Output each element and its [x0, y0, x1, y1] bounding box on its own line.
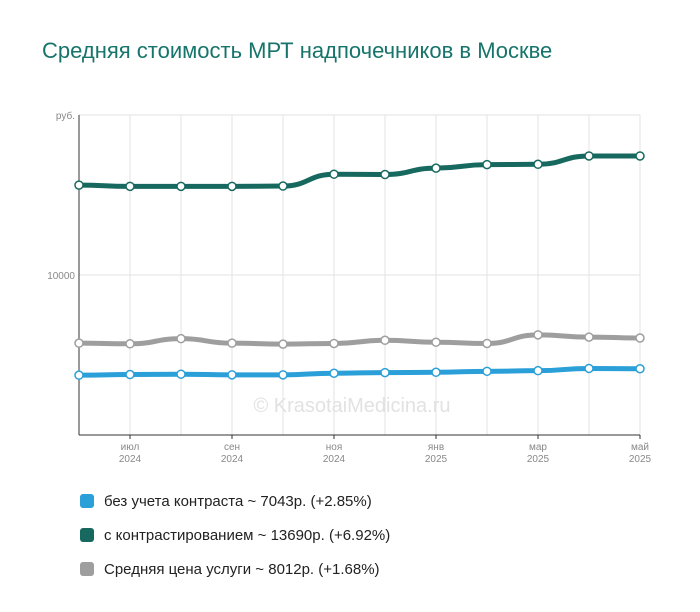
chart-area: © KrasotaiMedicina.ru руб. 10000 июл 2024 се… — [47, 110, 651, 465]
data-point[interactable] — [74, 180, 84, 190]
series-line — [76, 153, 643, 189]
data-point[interactable] — [227, 370, 237, 380]
data-point[interactable] — [584, 363, 594, 374]
data-point[interactable] — [176, 369, 186, 379]
data-point[interactable] — [125, 369, 135, 380]
data-point[interactable] — [533, 330, 543, 340]
legend-item-average[interactable]: Средняя цена услуги ~ 8012р. (+1.68%) — [80, 552, 390, 586]
data-point[interactable] — [176, 333, 186, 344]
series-points — [74, 151, 645, 380]
data-point[interactable] — [176, 181, 186, 192]
data-point[interactable] — [482, 338, 492, 349]
legend-label-average: Средняя цена услуги ~ 8012р. (+1.68%) — [104, 560, 380, 578]
data-point[interactable] — [74, 338, 84, 348]
data-point[interactable] — [278, 339, 288, 349]
x-tick-label: сен 2024 — [221, 442, 244, 465]
y-unit-label: руб. — [56, 110, 75, 122]
legend-item-no-contrast[interactable]: без учета контраста ~ 7043р. (+2.85%) — [80, 484, 390, 518]
data-point[interactable] — [431, 163, 441, 173]
data-point[interactable] — [635, 333, 645, 343]
data-point[interactable] — [74, 370, 84, 380]
data-point[interactable] — [431, 367, 441, 378]
data-point[interactable] — [482, 366, 492, 377]
legend-label-contrast: с контрастированием ~ 13690р. (+6.92%) — [104, 526, 391, 544]
y-tick-label: 10000 — [47, 271, 75, 282]
watermark: © KrasotaiMedicina.ru — [253, 395, 450, 417]
data-point[interactable] — [278, 181, 288, 191]
data-point[interactable] — [380, 335, 390, 346]
data-point[interactable] — [431, 337, 441, 347]
data-point[interactable] — [329, 169, 339, 179]
legend-item-contrast[interactable]: с контрастированием ~ 13690р. (+6.92%) — [80, 518, 390, 552]
legend-swatch-average — [80, 562, 94, 576]
x-tick-label: ноя 2024 — [323, 442, 346, 465]
data-point[interactable] — [533, 159, 543, 170]
data-point[interactable] — [635, 364, 645, 374]
data-point[interactable] — [125, 181, 135, 192]
series-line — [76, 332, 643, 347]
x-tick-label: июл 2024 — [119, 442, 142, 465]
data-point[interactable] — [635, 151, 645, 161]
data-point[interactable] — [227, 338, 237, 348]
x-tick-label: мар 2025 — [527, 442, 550, 465]
data-point[interactable] — [584, 332, 594, 342]
legend-label-no-contrast: без учета контраста ~ 7043р. (+2.85%) — [104, 492, 372, 510]
data-point[interactable] — [584, 151, 594, 161]
legend: без учета контраста ~ 7043р. (+2.85%) с … — [80, 484, 390, 586]
axes: руб. 10000 июл 2024 сен 2024 ноя 2024 янв 2025 мар… — [47, 110, 651, 465]
data-point[interactable] — [125, 339, 135, 349]
series-line — [76, 365, 643, 378]
data-point[interactable] — [380, 367, 390, 378]
data-point[interactable] — [482, 159, 492, 170]
x-tick-label: янв 2025 — [425, 442, 448, 465]
data-point[interactable] — [533, 365, 543, 376]
legend-swatch-no-contrast — [80, 494, 94, 508]
data-point[interactable] — [227, 181, 237, 192]
series-lines — [76, 153, 643, 378]
legend-swatch-contrast — [80, 528, 94, 542]
data-point[interactable] — [278, 370, 288, 380]
data-point[interactable] — [329, 338, 339, 349]
data-point[interactable] — [329, 368, 339, 378]
data-point[interactable] — [380, 169, 390, 180]
x-tick-label: май 2025 — [629, 442, 652, 465]
chart-title: Средняя стоимость МРТ надпочечников в Мо… — [42, 38, 553, 63]
